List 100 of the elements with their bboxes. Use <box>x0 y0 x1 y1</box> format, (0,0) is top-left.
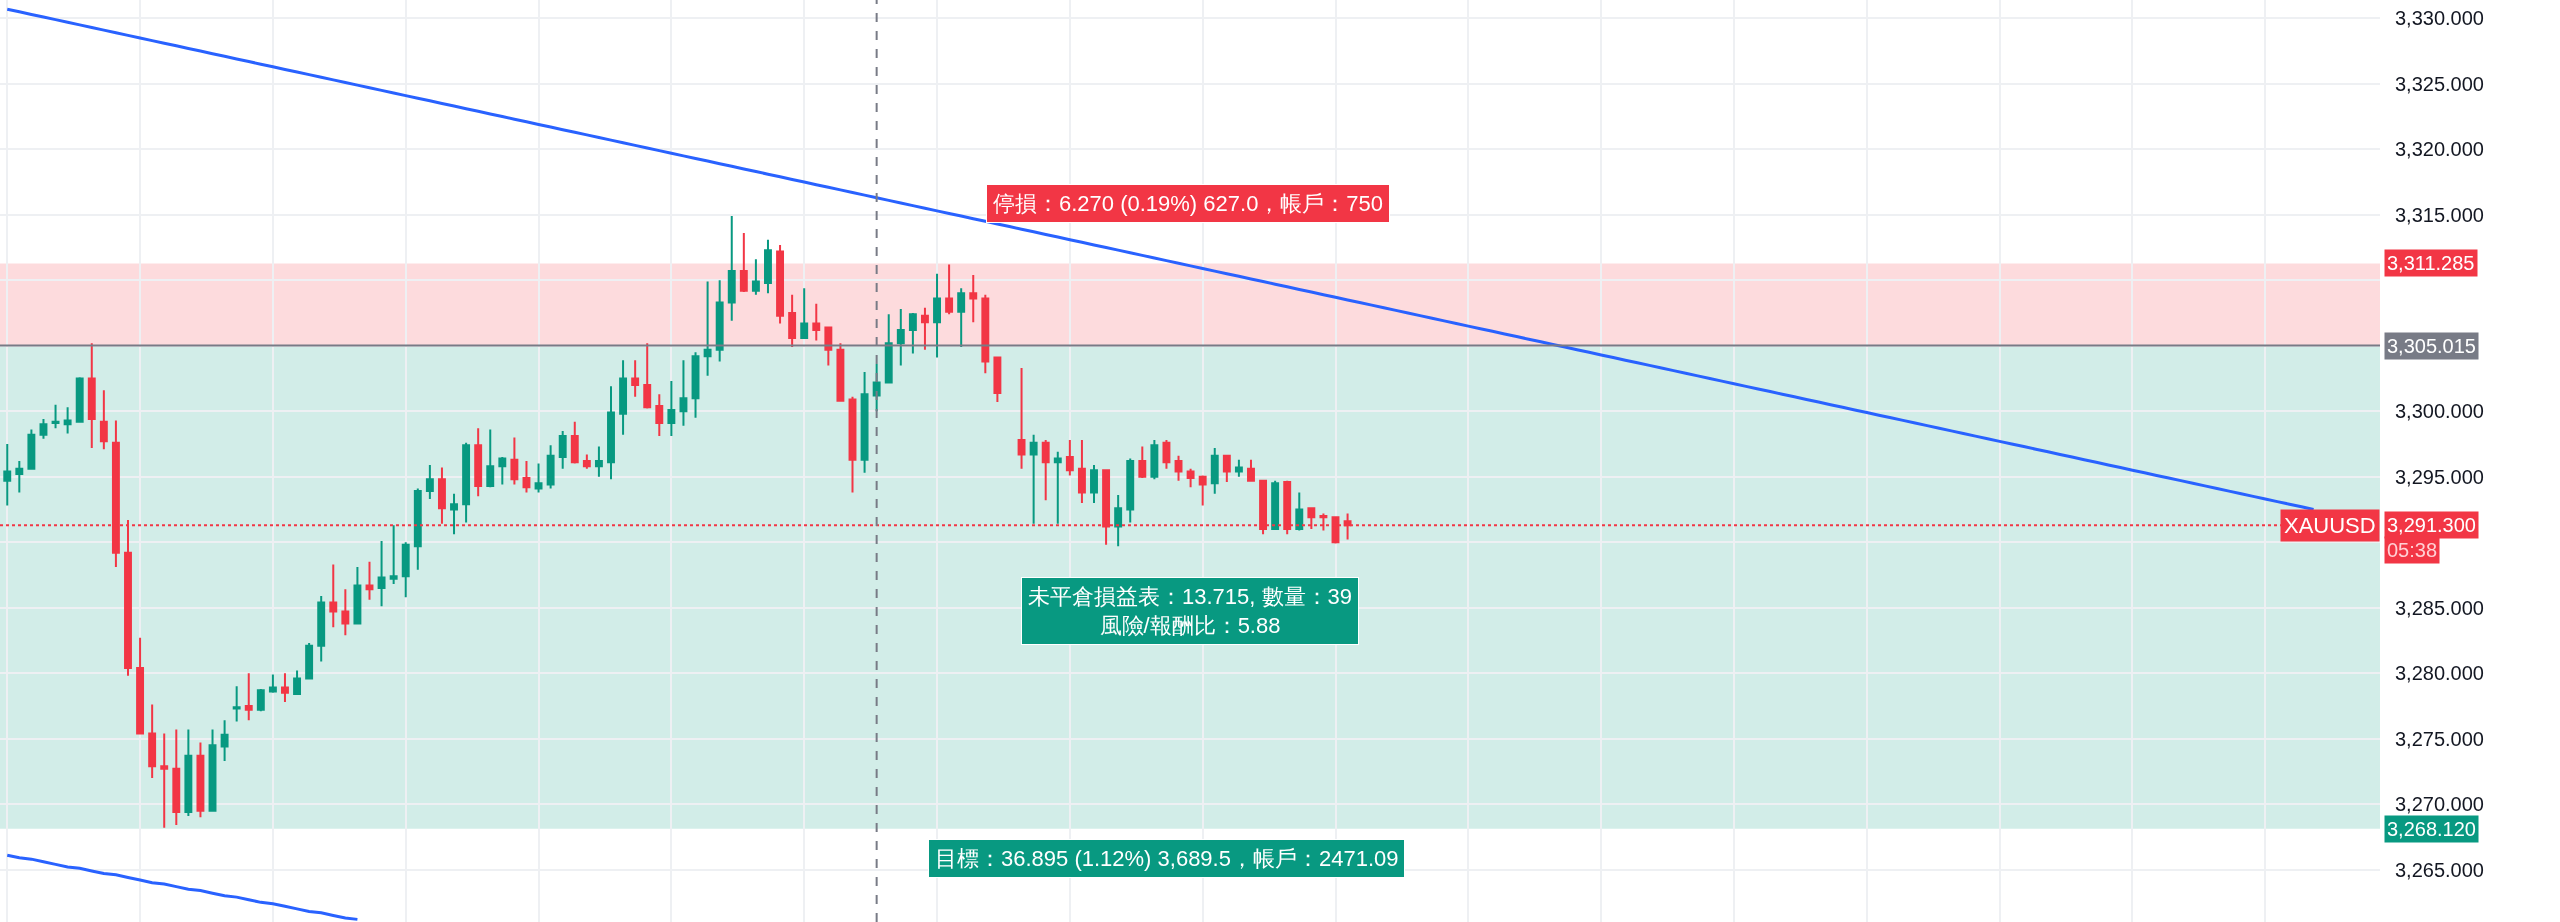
candlestick <box>1017 367 1026 470</box>
candlestick <box>1271 479 1280 531</box>
candlestick <box>776 243 785 325</box>
candlestick <box>1041 439 1050 502</box>
candlestick <box>1077 439 1086 504</box>
candlestick <box>546 444 555 490</box>
y-tick-label: 3,315.000 <box>2395 203 2484 226</box>
annotation: 未平倉損益表：13.715, 數量：39 風險/報酬比：5.88 <box>1028 584 1352 638</box>
candlestick <box>933 272 941 359</box>
candlestick <box>293 669 302 696</box>
ref-line-label: 3,291.300 <box>2387 514 2476 536</box>
candlestick <box>1053 450 1062 525</box>
y-tick-label: 3,270.000 <box>2395 793 2484 816</box>
candlestick <box>522 460 531 494</box>
candlestick <box>1210 446 1219 495</box>
candlestick <box>1150 439 1159 481</box>
band-label: 3,268.120 <box>2387 818 2476 840</box>
annotation: 目標：36.895 (1.12%) 3,689.5，帳戶：2471.09 <box>935 846 1399 871</box>
y-tick-label: 3,280.000 <box>2395 662 2484 685</box>
candlestick <box>317 594 326 663</box>
candlestick <box>208 728 217 812</box>
candlestick <box>184 728 193 817</box>
candlestick <box>594 445 603 478</box>
candlestick <box>1114 494 1123 548</box>
candlestick <box>256 687 265 713</box>
candlestick <box>619 359 628 436</box>
annotation: 停損：6.270 (0.19%) 627.0，帳戶：750 <box>993 191 1384 216</box>
candlestick <box>1065 439 1074 477</box>
candlestick <box>1090 463 1098 504</box>
candlestick <box>353 566 362 625</box>
candlestick <box>341 588 350 637</box>
candlestick <box>848 395 857 494</box>
candlestick <box>1186 467 1195 489</box>
y-tick-label: 3,300.000 <box>2395 400 2484 423</box>
candlestick <box>196 741 205 819</box>
annotation: XAUUSD <box>2284 513 2376 538</box>
candlestick <box>268 673 277 693</box>
candlestick <box>75 376 84 423</box>
candlestick <box>1198 474 1207 507</box>
candlestick <box>1234 458 1243 478</box>
candlestick <box>1029 433 1038 525</box>
candlestick <box>486 428 495 489</box>
candlestick <box>389 524 398 586</box>
candlestick <box>437 466 446 525</box>
text: 05:38 <box>2387 539 2438 561</box>
candlestick <box>63 406 72 435</box>
y-tick-label: 3,265.000 <box>2395 858 2484 881</box>
candlestick <box>220 719 229 762</box>
candlestick <box>812 302 821 342</box>
candlestick <box>679 359 688 427</box>
candlestick <box>764 238 772 295</box>
y-tick-label: 3,320.000 <box>2395 138 2484 161</box>
candlestick <box>244 672 253 722</box>
candlestick <box>39 418 48 440</box>
line-series <box>5 7 2316 511</box>
candlestick <box>401 541 410 599</box>
candlestick <box>498 456 507 486</box>
candlestick <box>607 385 615 481</box>
candlestick <box>281 672 289 703</box>
candlestick <box>99 389 108 451</box>
candlestick <box>908 312 917 355</box>
candlestick <box>365 560 374 601</box>
candlestick <box>715 279 724 363</box>
candlestick <box>462 441 471 524</box>
candlestick <box>1247 458 1255 482</box>
candlestick <box>570 420 579 465</box>
candlestick <box>1138 445 1147 480</box>
candlestick <box>751 258 760 296</box>
candlestick <box>377 539 386 608</box>
candlestick <box>1295 491 1304 532</box>
candlestick <box>860 370 869 474</box>
y-tick-label: 3,330.000 <box>2395 7 2484 30</box>
candlestick <box>800 287 809 339</box>
candlestick <box>631 359 640 398</box>
candlestick <box>27 428 36 470</box>
candlestick <box>643 342 652 410</box>
candlestick <box>981 293 990 375</box>
candlestick <box>836 342 845 402</box>
candlestick <box>87 342 96 449</box>
candlestick <box>993 356 1002 404</box>
candlestick <box>896 308 905 367</box>
candlestick <box>51 403 60 430</box>
candlestick <box>15 460 24 494</box>
candlestick <box>329 563 338 629</box>
candlestick <box>136 636 145 735</box>
candlestick <box>1174 454 1183 482</box>
candlestick <box>413 487 422 571</box>
candlestick <box>920 306 929 351</box>
candlestick <box>824 326 833 367</box>
candlestick <box>172 728 181 827</box>
line-series <box>5 853 359 921</box>
candlestick <box>558 429 567 470</box>
candlestick <box>655 393 664 438</box>
candlestick <box>691 351 700 419</box>
band-label: 3,311.285 <box>2387 252 2475 274</box>
candlestick <box>160 732 169 829</box>
candlestick <box>667 380 676 438</box>
candlestick <box>1222 454 1231 483</box>
candlestick <box>148 703 157 779</box>
candlestick <box>534 462 543 494</box>
